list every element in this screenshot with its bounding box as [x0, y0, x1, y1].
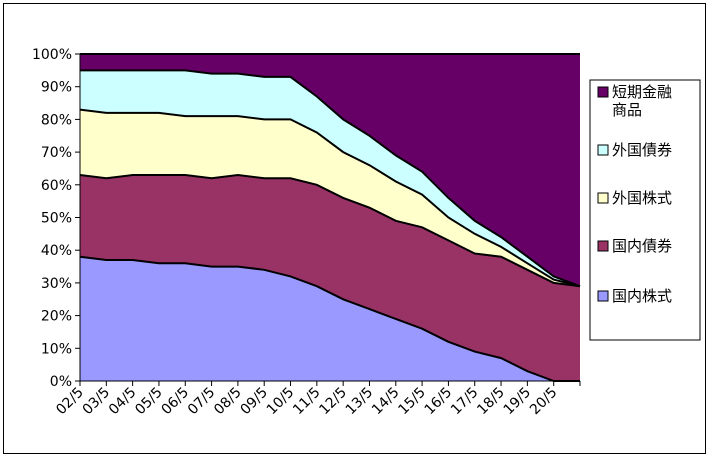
y-tick-label: 40% — [41, 243, 72, 259]
legend-swatch — [598, 145, 608, 155]
legend-swatch — [598, 193, 608, 203]
y-tick-label: 0% — [50, 374, 72, 390]
legend-swatch — [598, 291, 608, 301]
legend-label: 外国株式 — [612, 189, 672, 207]
y-tick-label: 70% — [41, 145, 72, 161]
legend-swatch — [598, 241, 608, 251]
y-axis: 0% 10% 20% 30% 40% 50% 60% 70% 80% 90% 100% — [32, 47, 80, 390]
x-axis: 02/503/504/505/506/507/508/509/510/511/5… — [53, 381, 580, 418]
legend-label: 商品 — [612, 101, 642, 119]
x-tick-label: 09/5 — [237, 385, 271, 419]
legend-label: 外国債券 — [612, 141, 672, 159]
x-tick-label: 14/5 — [369, 385, 403, 419]
y-tick-label: 90% — [41, 80, 72, 96]
x-tick-label: 04/5 — [106, 385, 140, 419]
x-tick-label: 13/5 — [343, 385, 377, 419]
legend-label: 国内株式 — [612, 287, 672, 305]
x-tick-label: 05/5 — [132, 385, 166, 419]
plot-area — [80, 54, 580, 381]
x-tick-label: 03/5 — [80, 385, 114, 419]
x-tick-label: 12/5 — [316, 385, 350, 419]
x-tick-label: 06/5 — [159, 385, 193, 419]
x-tick-label: 15/5 — [395, 385, 429, 419]
y-tick-label: 60% — [41, 178, 72, 194]
x-tick-label: 07/5 — [185, 385, 219, 419]
x-tick-label: 19/5 — [501, 385, 535, 419]
x-tick-label: 08/5 — [211, 385, 245, 419]
y-tick-label: 10% — [41, 341, 72, 357]
y-tick-label: 30% — [41, 276, 72, 292]
x-tick-label: 18/5 — [474, 385, 508, 419]
x-tick-label: 16/5 — [422, 385, 456, 419]
legend-label: 国内債券 — [612, 237, 672, 255]
x-tick-label: 11/5 — [290, 385, 324, 419]
y-tick-label: 50% — [41, 211, 72, 227]
x-tick-label: 17/5 — [448, 385, 482, 419]
y-tick-label: 20% — [41, 309, 72, 325]
y-tick-label: 100% — [32, 47, 72, 63]
y-tick-label: 80% — [41, 112, 72, 128]
legend-label: 短期金融 — [612, 83, 672, 101]
x-tick-label: 20/5 — [527, 385, 561, 419]
x-tick-label: 10/5 — [264, 385, 298, 419]
legend-swatch — [598, 87, 608, 97]
